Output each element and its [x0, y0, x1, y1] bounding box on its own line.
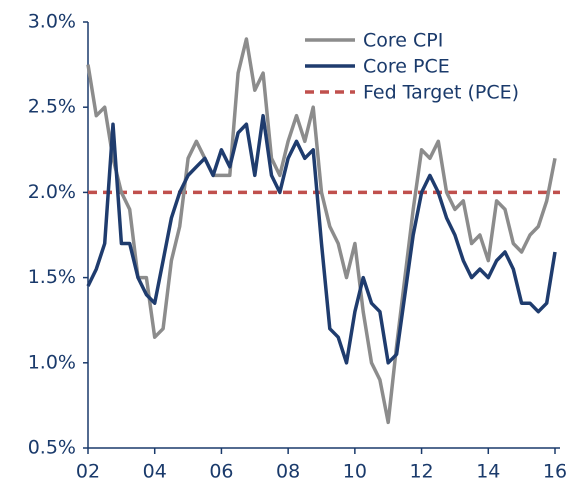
- x-tick-label: 16: [543, 461, 567, 483]
- y-tick-label: 2.5%: [28, 96, 76, 118]
- legend-label: Core PCE: [363, 56, 450, 78]
- y-tick-label: 0.5%: [28, 437, 76, 459]
- x-tick-label: 14: [476, 461, 500, 483]
- x-tick-label: 04: [143, 461, 167, 483]
- x-tick-label: 12: [409, 461, 433, 483]
- x-tick-label: 02: [76, 461, 100, 483]
- legend-label: Fed Target (PCE): [363, 82, 519, 104]
- x-tick-label: 08: [276, 461, 300, 483]
- x-tick-label: 10: [343, 461, 367, 483]
- series-line: [86, 113, 557, 365]
- series-line: [86, 37, 557, 425]
- y-tick-label: 1.5%: [28, 266, 76, 288]
- legend: Core CPI Core PCE Fed Target (PCE): [305, 30, 519, 104]
- y-tick-label: 1.0%: [28, 351, 76, 373]
- y-tick-label: 2.0%: [28, 181, 76, 203]
- y-tick-label: 3.0%: [28, 11, 76, 33]
- legend-label: Core CPI: [363, 30, 443, 52]
- x-tick-label: 06: [209, 461, 233, 483]
